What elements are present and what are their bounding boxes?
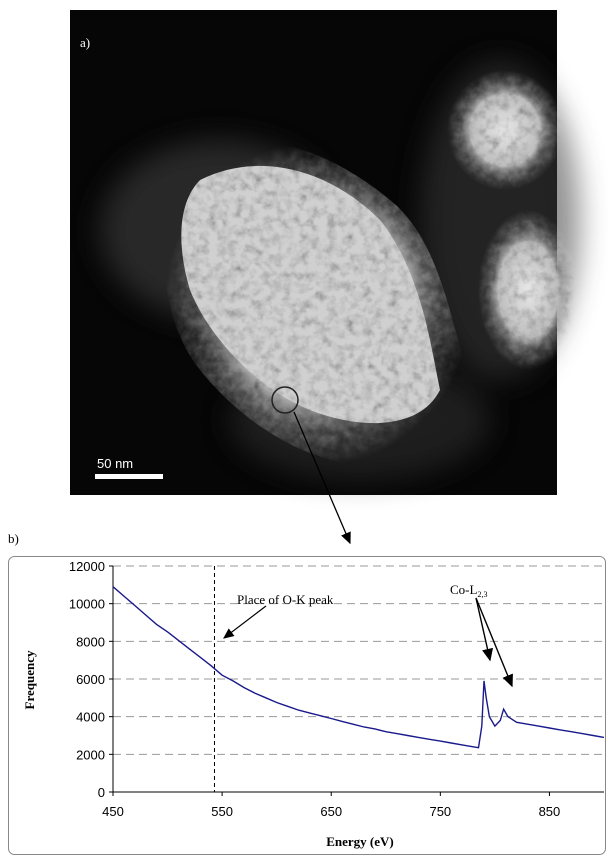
y-tick-label: 4000 [76,710,105,725]
scale-bar-label: 50 nm [97,456,133,471]
y-tick-label: 6000 [76,672,105,687]
panel-label: b) [8,531,19,546]
particles [164,70,578,466]
y-tick-label: 0 [98,785,105,800]
arrow [293,411,351,545]
plot: 0 2000 4000 6000 8000 10000 12000 450 550 650 750 8… [69,559,605,819]
x-tick-label: 750 [429,804,451,819]
annotation-text: Co-L [450,582,478,597]
panel-label: a) [80,35,90,50]
y-tick-label: 10000 [69,597,105,612]
x-axis-label: Energy (eV) [326,834,394,849]
y-tick-label: 12000 [69,559,105,574]
data-line [112,586,605,749]
x-tick-label: 650 [320,804,342,819]
y-axis-label: Frequency [22,650,37,709]
arrow [475,597,513,688]
y-tick-label: 8000 [76,634,105,649]
x-tick-label: 450 [102,804,124,819]
probe-circle [271,386,299,414]
annotation: Place of O-K peak [237,592,334,607]
annotation: Co-L2,3 [450,582,487,599]
scale-bar [95,474,163,479]
x-tick-label: 550 [211,804,233,819]
y-tick-label: 2000 [76,747,105,762]
arrow [223,605,267,639]
arrow [475,597,493,662]
x-tick-label: 850 [539,804,561,819]
chart-frame [8,556,606,855]
annotation-sub: 2,3 [477,590,487,599]
